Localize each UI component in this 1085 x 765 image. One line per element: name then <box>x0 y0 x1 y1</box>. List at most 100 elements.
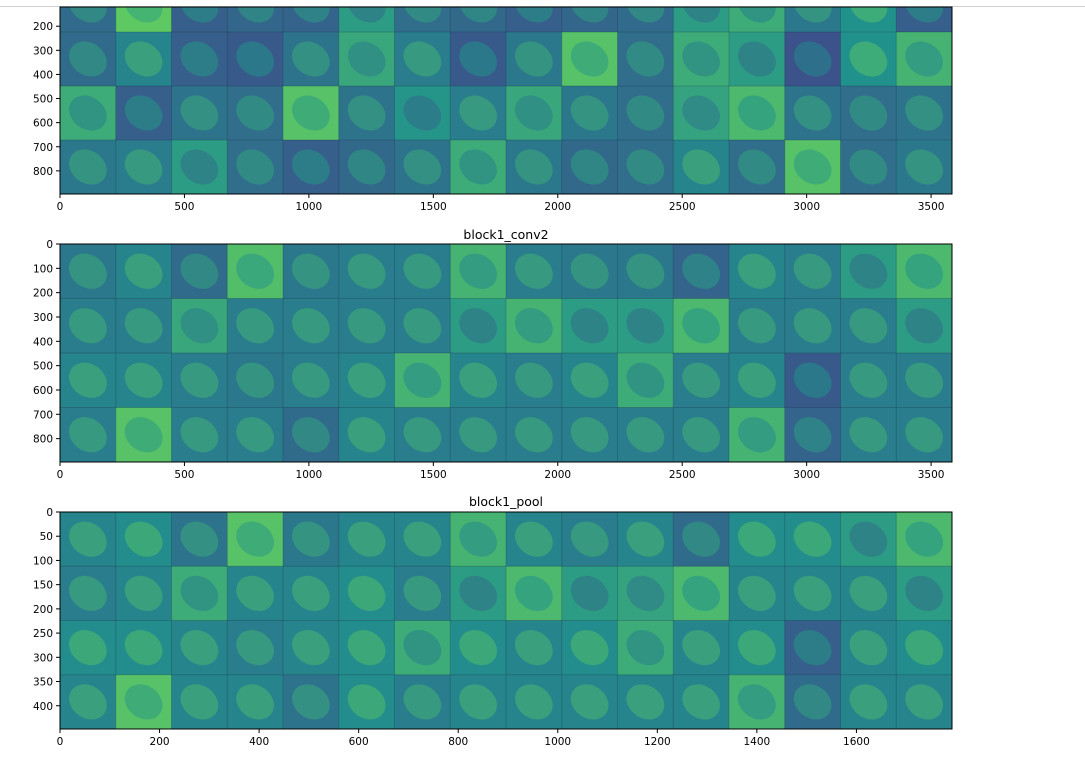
feature-map-leaf <box>514 308 553 344</box>
feature-map-leaf <box>849 308 888 344</box>
feature-map-leaf <box>570 7 609 23</box>
feature-map-leaf <box>737 308 776 344</box>
feature-map-leaf <box>626 41 665 77</box>
feature-map-leaf <box>793 253 832 289</box>
feature-map-leaf <box>682 521 721 557</box>
feature-map-leaf <box>403 362 442 398</box>
feature-map-leaf <box>180 253 219 289</box>
feature-map-leaf <box>737 575 776 611</box>
feature-map-leaf <box>236 575 275 611</box>
feature-map-leaf <box>793 521 832 557</box>
feature-map-leaf <box>514 41 553 77</box>
feature-map-leaf <box>403 95 442 131</box>
feature-map-leaf <box>403 684 442 720</box>
feature-map-leaf <box>459 308 498 344</box>
feature-map-leaf <box>403 308 442 344</box>
y-tick-label: 100 <box>33 555 53 567</box>
feature-map-leaf <box>849 362 888 398</box>
y-tick-label: 300 <box>33 652 53 664</box>
feature-map-leaf <box>236 95 275 131</box>
feature-map-leaf <box>347 575 386 611</box>
feature-map-leaf <box>626 149 665 185</box>
feature-map-leaf <box>682 149 721 185</box>
feature-map-leaf <box>905 149 944 185</box>
feature-map-leaf <box>68 630 107 666</box>
feature-map-leaf <box>291 362 330 398</box>
feature-map-leaf <box>793 575 832 611</box>
feature-map-leaf <box>682 417 721 453</box>
feature-map-leaf <box>291 95 330 131</box>
feature-map-leaf <box>849 630 888 666</box>
panel-2-cells <box>60 512 952 729</box>
feature-map-leaf <box>793 95 832 131</box>
feature-map-leaf <box>682 253 721 289</box>
feature-map-leaf <box>68 521 107 557</box>
feature-map-leaf <box>905 575 944 611</box>
feature-map-leaf <box>626 253 665 289</box>
y-tick-label: 600 <box>33 118 53 130</box>
feature-map-leaf <box>180 521 219 557</box>
feature-map-leaf <box>236 41 275 77</box>
feature-map-leaf <box>180 95 219 131</box>
feature-map-leaf <box>403 630 442 666</box>
x-tick-label: 2500 <box>669 469 696 481</box>
feature-map-leaf <box>347 308 386 344</box>
feature-map-leaf <box>626 630 665 666</box>
feature-map-leaf <box>291 630 330 666</box>
feature-map-leaf <box>180 308 219 344</box>
x-tick-label: 1000 <box>544 736 571 748</box>
feature-map-leaf <box>570 684 609 720</box>
feature-map-leaf <box>347 95 386 131</box>
feature-map-leaf <box>737 7 776 23</box>
feature-map-leaf <box>793 308 832 344</box>
feature-map-leaf <box>514 95 553 131</box>
feature-map-leaf <box>459 95 498 131</box>
y-tick-label: 700 <box>33 409 53 421</box>
feature-map-leaf <box>459 684 498 720</box>
feature-map-leaf <box>849 253 888 289</box>
feature-map-leaf <box>514 7 553 23</box>
feature-map-leaf <box>68 95 107 131</box>
y-tick-label: 400 <box>33 701 53 713</box>
feature-map-leaf <box>682 308 721 344</box>
feature-map-leaf <box>682 630 721 666</box>
feature-map-leaf <box>570 149 609 185</box>
y-tick-label: 200 <box>33 288 53 300</box>
feature-map-leaf <box>68 253 107 289</box>
y-tick-label: 600 <box>33 385 53 397</box>
feature-map-leaf <box>124 7 163 23</box>
y-tick-label: 100 <box>33 263 53 275</box>
feature-map-leaf <box>905 684 944 720</box>
feature-map-leaf <box>403 253 442 289</box>
feature-map-leaf <box>737 630 776 666</box>
feature-map-leaf <box>849 417 888 453</box>
feature-map-leaf <box>626 95 665 131</box>
x-tick-label: 600 <box>349 736 369 748</box>
panel-title: block1_conv2 <box>463 227 548 242</box>
feature-map-leaf <box>737 149 776 185</box>
feature-map-leaf <box>124 630 163 666</box>
feature-map-leaf <box>570 253 609 289</box>
feature-map-leaf <box>849 7 888 23</box>
feature-map-leaf <box>68 149 107 185</box>
feature-map-leaf <box>849 41 888 77</box>
y-tick-label: 300 <box>33 312 53 324</box>
x-tick-label: 0 <box>57 201 64 213</box>
feature-map-leaf <box>514 362 553 398</box>
panel-2: 0 200 400 600 800 1000 1200 1400 1600 0 50 100 150 20… <box>33 494 953 748</box>
panel-2-frame <box>59 511 953 730</box>
panel-0-cells <box>60 7 952 194</box>
feature-map-leaf <box>793 7 832 23</box>
feature-map-leaf <box>793 41 832 77</box>
feature-map-leaf <box>793 630 832 666</box>
feature-map-leaf <box>68 575 107 611</box>
feature-map-leaf <box>459 253 498 289</box>
feature-map-leaf <box>905 7 944 23</box>
feature-map-leaf <box>514 417 553 453</box>
feature-map-leaf <box>570 41 609 77</box>
feature-map-leaf <box>793 417 832 453</box>
x-tick-label: 500 <box>174 469 194 481</box>
feature-map-leaf <box>793 684 832 720</box>
y-tick-label: 500 <box>33 94 53 106</box>
feature-map-leaf <box>849 575 888 611</box>
